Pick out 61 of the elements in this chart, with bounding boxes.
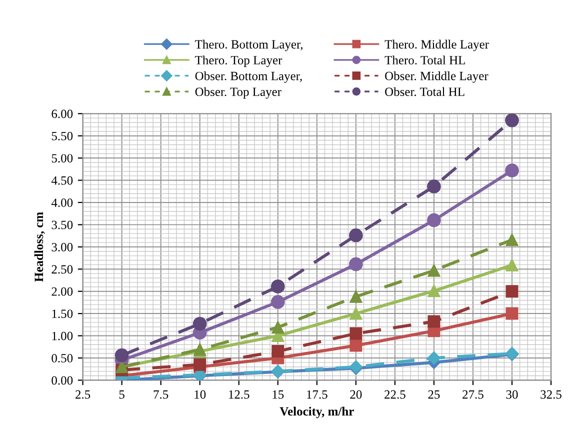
point <box>192 316 207 331</box>
point <box>428 284 440 298</box>
point <box>194 358 206 371</box>
x-tick-label: 7.5 <box>154 390 168 399</box>
point <box>506 285 518 298</box>
x-tick-label: 5 <box>119 390 124 399</box>
legend-label: Thero. Bottom Layer, <box>195 40 303 52</box>
x-tick-label: 22.5 <box>384 390 406 399</box>
x-tick-label: 10 <box>194 390 206 399</box>
y-tick-label: 4.00 <box>51 198 73 207</box>
point <box>506 307 518 320</box>
point <box>427 180 441 194</box>
x-tick-label: 27.5 <box>462 390 484 399</box>
point <box>428 264 440 277</box>
point <box>350 290 362 303</box>
x-tick-label: 25 <box>428 390 440 399</box>
point <box>427 213 441 228</box>
y-tick-label: 5.50 <box>52 132 73 140</box>
x-tick-label: 30 <box>506 390 518 399</box>
point <box>428 315 440 328</box>
point <box>114 348 129 362</box>
point <box>505 114 519 128</box>
point <box>270 280 285 294</box>
y-tick-label: 4.50 <box>51 176 73 185</box>
point <box>350 339 362 352</box>
x-tick-label: 20 <box>350 390 362 399</box>
point <box>270 295 285 309</box>
legend-label: Obser. Top Layer <box>195 87 282 99</box>
legend-label: Thero. Top Layer <box>195 56 282 67</box>
y-tick-label: 3.50 <box>52 220 73 230</box>
y-tick-label: 5.00 <box>52 154 73 163</box>
y-tick-label: 6.00 <box>52 110 73 118</box>
x-axis-title: Velocity, m/hr <box>280 406 354 418</box>
point <box>348 228 363 242</box>
y-tick-label: 2.50 <box>52 265 73 274</box>
x-tick-label: 12.5 <box>229 390 250 399</box>
point <box>350 307 362 320</box>
point <box>350 327 362 340</box>
legend-label: Obser. Middle Layer <box>385 71 488 83</box>
x-tick-label: 15 <box>272 390 284 399</box>
point <box>505 164 519 178</box>
point <box>427 351 441 365</box>
y-tick-label: 2.00 <box>52 287 73 296</box>
x-tick-label: 2.5 <box>76 390 90 399</box>
y-axis-title: Headloss, cm <box>34 212 45 282</box>
point <box>272 345 284 358</box>
legend-label: Thero. Middle Layer <box>384 40 489 52</box>
point <box>272 321 284 334</box>
point <box>506 258 518 272</box>
y-tick-label: 1.50 <box>52 310 73 318</box>
y-tick-label: 0.50 <box>52 354 73 362</box>
point <box>348 257 363 272</box>
x-tick-label: 17.5 <box>307 390 328 399</box>
point <box>506 234 518 246</box>
legend-label: Obser. Total HL <box>385 87 464 96</box>
legend-label: Obser. Bottom Layer, <box>195 71 302 83</box>
y-tick-label: 3.00 <box>52 242 73 252</box>
x-tick-label: 32.5 <box>540 390 562 399</box>
y-tick-label: 0.00 <box>52 376 73 385</box>
y-tick-label: 1.00 <box>52 332 73 340</box>
legend-label: Thero. Total HL <box>384 56 465 64</box>
